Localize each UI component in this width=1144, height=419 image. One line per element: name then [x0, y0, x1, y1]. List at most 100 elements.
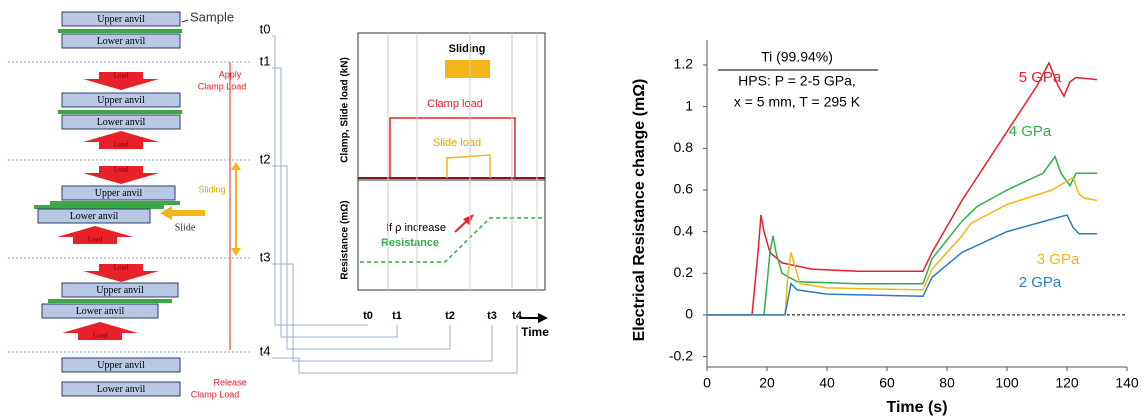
x-tick-label: 140 [1115, 375, 1139, 391]
annotation: HPS: P = 2-5 GPa, [738, 73, 856, 89]
y-tick-label: 1.2 [674, 56, 694, 72]
time-tick-label: t4 [512, 310, 523, 322]
series-label: 4 GPa [1009, 123, 1052, 140]
anvil [61, 92, 181, 108]
series-label: 3 GPa [1037, 251, 1080, 268]
anvil-label: Upper anvil [96, 285, 144, 296]
anvil-label: Lower anvil [97, 117, 146, 128]
anvil [61, 11, 181, 27]
load-arrow [83, 131, 159, 149]
release-label: Release [213, 377, 246, 387]
anvil [61, 33, 181, 49]
release-label: Clamp Load [191, 389, 240, 399]
connector [272, 263, 493, 362]
sliding-block [445, 60, 490, 78]
time-stamp: t1 [260, 53, 271, 68]
y-tick-label: -0.2 [669, 347, 693, 363]
sample [34, 205, 164, 209]
anvil-label: Lower anvil [76, 306, 125, 317]
slide-load-line [446, 154, 491, 178]
y-axis-label: Electrical Resistance change (mΩ) [631, 79, 648, 342]
x-tick-label: 80 [939, 375, 955, 391]
series-line [707, 155, 1097, 316]
connector [272, 165, 451, 350]
schematic: Sample Apply Clamp Load Release Clamp Lo… [8, 9, 549, 399]
time-tick-label: t2 [445, 310, 455, 322]
anvil [41, 303, 159, 319]
arrow-head [463, 214, 474, 225]
anvil-label: Lower anvil [70, 211, 119, 222]
anvil [61, 185, 176, 201]
note-label: If ρ increase [386, 222, 446, 234]
anvil [61, 282, 179, 298]
load-arrow [83, 166, 159, 184]
arrow-head [538, 313, 548, 323]
load-arrow [62, 322, 138, 340]
x-tick-label: 40 [819, 375, 835, 391]
load-label: Load [114, 166, 129, 174]
slide-arrow [160, 206, 205, 220]
load-label: Load [114, 72, 129, 80]
resistance-axis-label: Resistance (mΩ) [340, 200, 351, 279]
time-stamp: t4 [260, 343, 271, 358]
load-label: Load [114, 264, 129, 272]
time-tick-label: t1 [392, 310, 402, 322]
x-tick-label: 120 [1055, 375, 1079, 391]
x-tick-label: 60 [879, 375, 895, 391]
series-line [707, 214, 1097, 316]
y-tick-label: 0.4 [674, 222, 694, 238]
anvil-label: Lower anvil [97, 36, 146, 47]
time-tick-label: t0 [363, 310, 373, 322]
pointer [181, 19, 189, 23]
sliding-title: Sliding [449, 43, 486, 55]
chart: Electrical Resistance change (mΩ) Time (… [631, 40, 1139, 416]
time-tick-label: t3 [487, 310, 497, 322]
annotation: Ti (99.94%) [761, 49, 833, 65]
x-axis-label: Time (s) [886, 399, 947, 416]
clamp-load-label: Clamp load [427, 98, 483, 110]
connector [272, 35, 368, 326]
load-label: Load [93, 332, 108, 340]
connector [272, 67, 398, 338]
load-arrow [83, 264, 159, 282]
apply-label: Apply [219, 69, 242, 79]
series-label: 2 GPa [1019, 274, 1062, 291]
time-stamp: t2 [260, 151, 271, 166]
sliding-label: Sliding [198, 184, 225, 194]
load-arrow [83, 72, 159, 90]
anvil [61, 114, 181, 130]
anvil-label: Upper anvil [97, 14, 145, 25]
y-tick-label: 0 [685, 306, 693, 322]
time-stamp: t3 [260, 249, 271, 264]
sample [58, 110, 182, 114]
load-arrow [57, 226, 133, 244]
x-tick-label: 100 [995, 375, 1019, 391]
load-label: Load [88, 236, 103, 244]
annotation: x = 5 mm, T = 295 K [734, 94, 861, 110]
sample [50, 201, 180, 205]
slide-load-label: Slide load [433, 137, 481, 149]
y-tick-label: 1 [685, 97, 693, 113]
y-tick-label: 0.2 [674, 264, 694, 280]
connector [272, 325, 518, 374]
sample-label: Sample [190, 9, 234, 24]
timing-box [357, 32, 546, 291]
time-stamp: t0 [260, 21, 271, 36]
y-tick-label: 0.6 [674, 181, 694, 197]
slide-label: Slide [175, 222, 196, 233]
load-axis-label: Clamp, Slide load (kN) [340, 57, 351, 163]
anvil [61, 357, 181, 373]
x-tick-label: 0 [703, 375, 711, 391]
resistance-line [360, 217, 545, 263]
anvil-label: Upper anvil [97, 360, 145, 371]
anvil-label: Lower anvil [97, 384, 146, 395]
anvil [61, 381, 181, 397]
apply-label: Clamp Load [198, 81, 247, 91]
series-line [707, 176, 1098, 316]
y-tick-label: 0.8 [674, 139, 694, 155]
x-tick-label: 20 [759, 375, 775, 391]
series-line [707, 61, 1098, 316]
sample [48, 299, 172, 303]
series-label: 5 GPa [1019, 69, 1062, 86]
